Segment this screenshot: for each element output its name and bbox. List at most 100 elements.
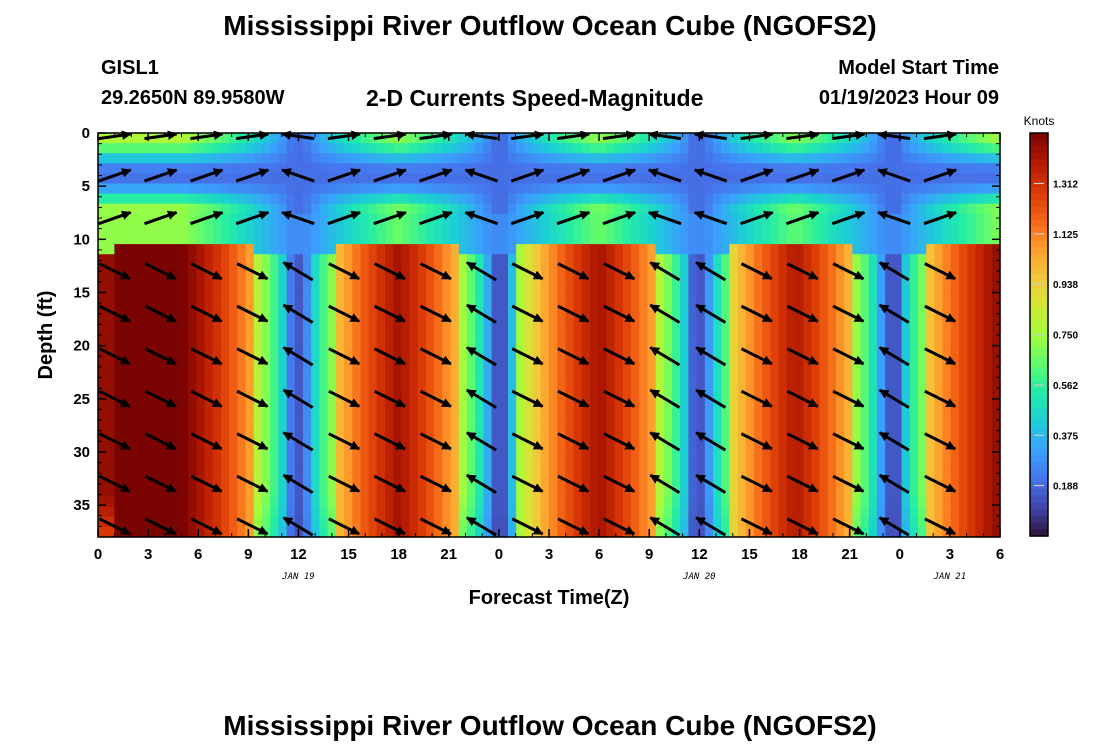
heat-cell bbox=[713, 254, 722, 265]
heat-cell bbox=[549, 446, 558, 457]
heat-cell bbox=[631, 234, 640, 245]
heat-cell bbox=[729, 193, 739, 205]
heat-cell bbox=[811, 304, 821, 316]
heat-cell bbox=[918, 516, 927, 528]
heat-cell bbox=[499, 213, 509, 225]
heat-cell bbox=[811, 385, 821, 397]
heat-cell bbox=[450, 466, 460, 477]
heat-cell bbox=[212, 446, 222, 457]
heat-cell bbox=[163, 153, 173, 164]
heat-cell bbox=[532, 234, 542, 245]
heat-cell bbox=[565, 486, 575, 498]
heat-cell bbox=[795, 244, 804, 255]
heat-cell bbox=[376, 405, 386, 417]
heat-cell bbox=[188, 294, 197, 306]
current-arrow bbox=[511, 130, 545, 141]
colorbar-segment bbox=[1030, 260, 1048, 268]
heat-cell bbox=[516, 415, 525, 427]
heat-cell bbox=[975, 516, 985, 528]
heat-cell bbox=[147, 153, 156, 164]
heat-cell bbox=[106, 405, 115, 417]
heat-cell bbox=[204, 284, 214, 296]
heat-cell bbox=[262, 193, 271, 205]
heat-cell bbox=[868, 244, 878, 255]
heat-cell bbox=[286, 223, 296, 235]
heat-cell bbox=[286, 425, 296, 437]
heat-cell bbox=[508, 274, 517, 286]
heat-cell bbox=[147, 264, 156, 275]
heat-cell bbox=[335, 395, 345, 407]
heat-cell bbox=[344, 193, 353, 205]
heat-cell bbox=[877, 415, 886, 427]
heat-cell bbox=[893, 526, 903, 538]
heat-cell bbox=[262, 223, 271, 235]
heat-cell bbox=[983, 153, 993, 164]
heat-cell bbox=[573, 284, 583, 296]
heat-cell bbox=[704, 405, 714, 417]
heat-cell bbox=[434, 496, 443, 508]
heat-cell bbox=[967, 314, 976, 326]
heat-cell bbox=[631, 314, 640, 326]
heat-cell bbox=[139, 375, 148, 387]
heat-cell bbox=[893, 143, 903, 154]
heat-cell bbox=[270, 203, 279, 215]
colorbar-segment bbox=[1030, 334, 1048, 342]
heat-cell bbox=[237, 425, 247, 437]
heat-cell bbox=[745, 425, 755, 437]
heat-cell bbox=[877, 456, 886, 467]
heat-cell bbox=[491, 193, 501, 205]
heat-cell bbox=[811, 284, 821, 296]
heat-cell bbox=[401, 234, 411, 245]
heat-cell bbox=[491, 284, 501, 296]
heat-cell bbox=[278, 405, 288, 417]
heat-cell bbox=[926, 446, 935, 457]
heat-cell bbox=[540, 506, 550, 518]
heat-cell bbox=[688, 163, 698, 174]
heat-cell bbox=[540, 516, 550, 528]
heat-cell bbox=[573, 526, 583, 538]
heat-cell bbox=[524, 405, 534, 417]
heat-cell bbox=[352, 446, 361, 457]
heat-cell bbox=[532, 284, 542, 296]
heat-cell bbox=[918, 213, 927, 225]
heat-cell bbox=[573, 254, 583, 265]
current-arrow bbox=[373, 304, 406, 323]
heat-cell bbox=[368, 365, 378, 376]
heat-cell bbox=[590, 284, 599, 296]
heat-cell bbox=[327, 466, 337, 477]
heat-cell bbox=[598, 213, 607, 225]
current-arrow bbox=[832, 262, 865, 281]
y-tick-label: 0 bbox=[82, 125, 90, 142]
heat-cell bbox=[852, 516, 862, 528]
heat-cell bbox=[877, 526, 886, 538]
heat-cell bbox=[253, 506, 263, 518]
heat-cell bbox=[672, 193, 681, 205]
current-arrow bbox=[373, 474, 406, 493]
heat-cell bbox=[286, 294, 296, 306]
heat-cell bbox=[188, 213, 197, 225]
colorbar-segment bbox=[1030, 307, 1048, 315]
heat-cell bbox=[852, 456, 862, 467]
heat-cell bbox=[368, 436, 378, 447]
heat-cell bbox=[721, 395, 730, 407]
heat-cell bbox=[909, 466, 919, 477]
heat-cell bbox=[130, 264, 140, 275]
heat-cell bbox=[114, 183, 124, 195]
heat-cell bbox=[950, 153, 960, 164]
heat-cell bbox=[704, 244, 714, 255]
heat-cell bbox=[458, 486, 468, 498]
heat-cell bbox=[557, 415, 566, 427]
heat-cell bbox=[532, 496, 542, 508]
heat-cell bbox=[286, 153, 296, 164]
heat-cell bbox=[803, 476, 812, 488]
heat-cell bbox=[745, 415, 755, 427]
heat-cell bbox=[950, 345, 960, 356]
heat-cell bbox=[573, 476, 583, 488]
heat-cell bbox=[311, 254, 320, 265]
heat-cell bbox=[491, 466, 501, 477]
heat-cell bbox=[795, 324, 804, 336]
heat-cell bbox=[204, 223, 214, 235]
heat-cell bbox=[483, 516, 493, 528]
heat-cell bbox=[696, 173, 706, 185]
